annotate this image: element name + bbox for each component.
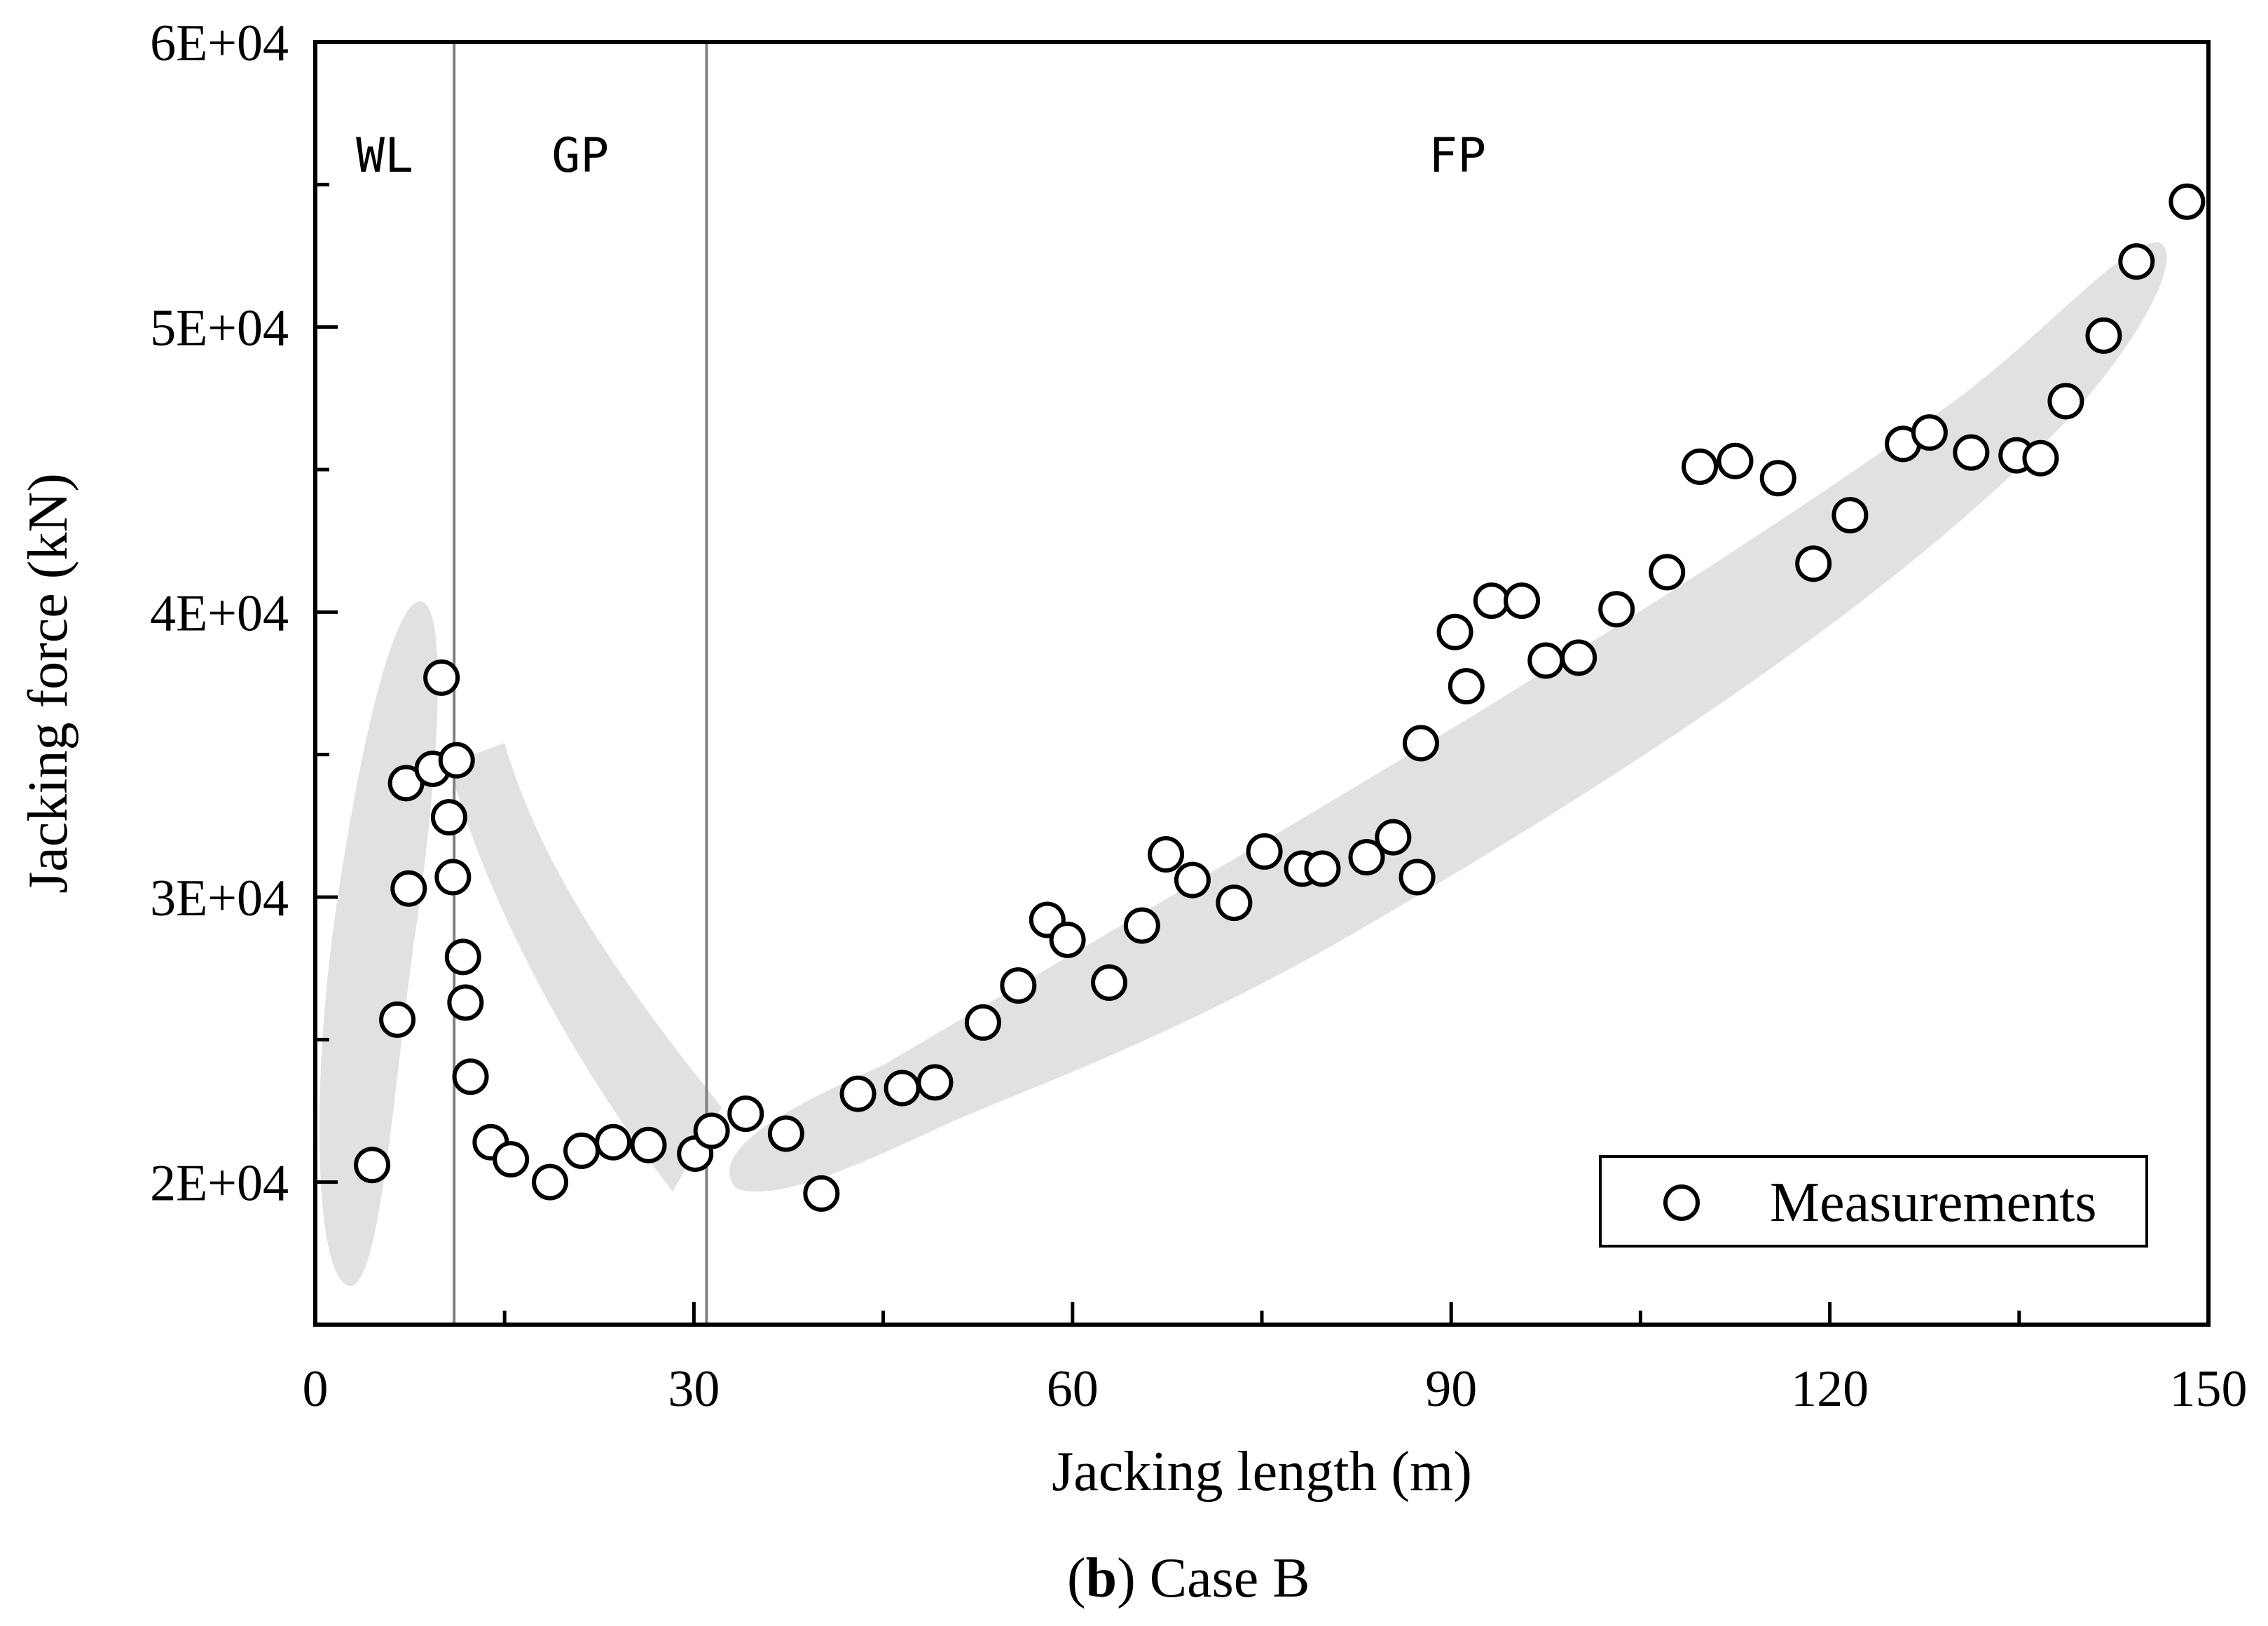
data-point xyxy=(447,984,484,1021)
shaded-region-fp xyxy=(729,242,2167,1192)
data-point xyxy=(1795,545,1832,582)
caption-paren: ( xyxy=(1067,1548,1086,1609)
region-labels: WL GP FP xyxy=(356,128,1486,184)
x-tick-label: 120 xyxy=(1791,1360,1869,1418)
data-point xyxy=(452,1058,489,1095)
x-tick-label: 60 xyxy=(1047,1360,1099,1418)
data-point xyxy=(884,1070,921,1107)
x-axis-ticks xyxy=(313,1302,2211,1325)
x-axis-tick-labels: 0 30 60 90 120 150 xyxy=(303,1360,2248,1418)
data-point xyxy=(803,1175,840,1212)
data-point xyxy=(916,1064,954,1101)
data-point xyxy=(434,859,472,896)
x-tick-label: 90 xyxy=(1425,1360,1477,1418)
data-point xyxy=(430,799,467,836)
data-point xyxy=(438,742,475,779)
caption-label: b xyxy=(1086,1548,1118,1609)
cluster-shading xyxy=(319,242,2167,1286)
data-point xyxy=(1123,907,1160,944)
caption-text: ) Case B xyxy=(1117,1548,1310,1609)
x-axis-title: Jacking length (m) xyxy=(1052,1441,1472,1503)
data-point xyxy=(1304,850,1341,887)
y-tick-label: 2E+04 xyxy=(150,1155,289,1212)
data-point xyxy=(839,1075,877,1112)
data-point xyxy=(1598,591,1635,628)
x-tick-label: 0 xyxy=(303,1360,329,1418)
data-point xyxy=(1448,668,1485,705)
data-point xyxy=(767,1115,804,1152)
data-point xyxy=(1911,414,1948,451)
legend: Measurements xyxy=(1599,1155,2148,1248)
data-point xyxy=(1348,839,1385,876)
y-tick-label: 6E+04 xyxy=(150,15,289,72)
data-point xyxy=(1000,967,1037,1004)
data-point xyxy=(1375,819,1412,856)
figure-caption: (b) Case B xyxy=(1067,1548,1310,1609)
data-point xyxy=(1527,642,1565,679)
plot-frame xyxy=(313,40,2211,1327)
data-point xyxy=(1049,922,1086,958)
region-label-gp: GP xyxy=(551,128,609,184)
data-point xyxy=(2118,243,2155,280)
x-tick-label: 30 xyxy=(668,1360,720,1418)
data-point xyxy=(532,1163,569,1201)
region-label-fp: FP xyxy=(1429,128,1486,184)
data-point xyxy=(1831,497,1869,534)
data-point xyxy=(493,1141,530,1178)
data-point xyxy=(444,938,481,976)
y-tick-label: 4E+04 xyxy=(150,585,289,642)
data-point xyxy=(693,1112,730,1149)
data-point xyxy=(2047,383,2084,420)
data-point xyxy=(1953,434,1990,471)
data-point xyxy=(1436,613,1473,650)
data-point xyxy=(1402,725,1439,762)
shaded-region-gp xyxy=(448,743,722,1191)
data-point xyxy=(379,1001,416,1038)
data-point xyxy=(595,1123,632,1161)
data-point xyxy=(2085,317,2122,354)
legend-entry-measurements: Measurements xyxy=(1770,1172,2097,1234)
legend-marker xyxy=(1663,1184,1700,1221)
data-point xyxy=(563,1132,600,1169)
data-point xyxy=(1148,836,1185,873)
measurement-points xyxy=(354,183,2206,1212)
data-point xyxy=(2022,439,2059,477)
data-point xyxy=(1216,884,1253,922)
data-point xyxy=(423,659,460,696)
data-point xyxy=(1246,833,1283,870)
data-point xyxy=(354,1147,391,1184)
data-point xyxy=(1473,582,1510,620)
data-point xyxy=(1759,460,1796,497)
data-point xyxy=(1398,859,1436,896)
y-axis-tick-labels: 2E+04 3E+04 4E+04 5E+04 6E+04 xyxy=(150,15,289,1212)
x-tick-label: 150 xyxy=(2170,1360,2248,1418)
data-point xyxy=(390,870,427,907)
data-point xyxy=(964,1004,1001,1041)
y-axis-title: Jacking force (kN) xyxy=(18,473,79,894)
data-point xyxy=(1717,442,1754,479)
data-point xyxy=(630,1126,667,1163)
y-tick-label: 3E+04 xyxy=(150,870,289,927)
data-point xyxy=(1174,861,1211,899)
data-point xyxy=(1091,964,1128,1001)
y-tick-label: 5E+04 xyxy=(150,300,289,357)
region-label-wl: WL xyxy=(356,128,413,184)
data-point xyxy=(1504,582,1541,620)
data-point xyxy=(2169,183,2206,220)
data-point xyxy=(1560,639,1597,676)
data-point xyxy=(1649,554,1686,591)
data-point xyxy=(1682,448,1719,485)
data-point xyxy=(727,1095,764,1133)
